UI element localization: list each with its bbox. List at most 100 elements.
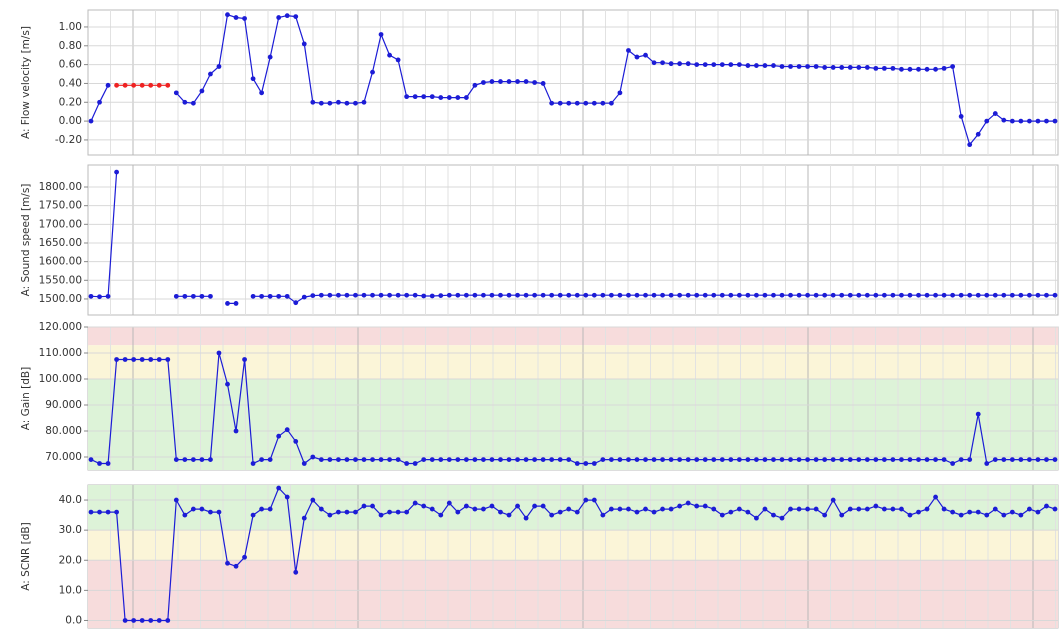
data-point xyxy=(711,62,717,68)
data-point xyxy=(924,292,930,298)
data-point xyxy=(549,457,555,462)
data-point xyxy=(523,457,529,462)
data-point xyxy=(429,457,435,462)
y-tick-label: 0.80 xyxy=(59,40,82,52)
data-point xyxy=(540,457,546,462)
data-point xyxy=(677,61,683,67)
data-point xyxy=(958,512,964,518)
data-point xyxy=(583,497,589,503)
data-point xyxy=(694,62,700,68)
data-point xyxy=(455,457,461,462)
data-point xyxy=(472,457,478,462)
data-point xyxy=(685,292,691,298)
data-point xyxy=(105,509,111,515)
data-point xyxy=(532,292,538,298)
data-point xyxy=(1035,457,1041,462)
data-point xyxy=(736,457,742,462)
data-point xyxy=(1035,118,1041,124)
data-point xyxy=(370,457,375,462)
data-point xyxy=(395,292,401,298)
data-point xyxy=(540,503,546,509)
data-point xyxy=(472,506,478,512)
data-point xyxy=(958,457,964,462)
y-tick-label: 10.0 xyxy=(59,584,82,596)
data-point xyxy=(549,292,555,298)
data-point xyxy=(540,81,546,86)
data-point xyxy=(88,293,94,299)
data-point xyxy=(830,65,836,70)
y-axis-label: A: Flow velocity [m/s] xyxy=(20,26,32,139)
data-point xyxy=(267,54,273,60)
data-point xyxy=(617,457,623,462)
panel: 1500.00 1550.00 1600.00 1650.00 1700.00 1750.… xyxy=(20,164,1059,316)
data-point xyxy=(651,292,657,298)
data-point xyxy=(634,292,640,298)
data-point xyxy=(1027,118,1032,124)
data-point xyxy=(463,292,469,298)
data-point xyxy=(455,292,461,298)
data-point xyxy=(378,32,384,37)
data-point xyxy=(864,292,870,298)
data-point xyxy=(284,13,290,19)
data-point xyxy=(566,506,572,512)
data-point xyxy=(1044,503,1049,509)
y-tick-label: 0.00 xyxy=(59,115,82,127)
y-axis-label: A: Gain [dB] xyxy=(20,367,32,430)
y-tick-label: 1500.00 xyxy=(39,293,82,305)
data-point xyxy=(796,64,802,69)
data-point xyxy=(438,293,444,298)
band xyxy=(88,530,1058,561)
data-point xyxy=(259,506,265,512)
data-point xyxy=(984,292,990,298)
data-point xyxy=(984,512,990,518)
data-point xyxy=(668,457,674,462)
data-point xyxy=(182,457,188,462)
data-point xyxy=(404,461,410,466)
data-point xyxy=(344,292,350,298)
data-point xyxy=(225,560,230,566)
data-point xyxy=(318,100,324,106)
data-point xyxy=(395,57,401,63)
band xyxy=(88,327,1058,346)
data-point xyxy=(378,457,384,462)
data-point xyxy=(685,61,691,67)
data-point xyxy=(242,357,247,362)
y-tick-label: 90.000 xyxy=(45,399,82,411)
data-point xyxy=(173,457,179,462)
data-point xyxy=(702,62,708,68)
data-point xyxy=(481,292,486,298)
data-point xyxy=(190,506,196,512)
data-point xyxy=(1009,457,1015,462)
data-point xyxy=(250,293,256,299)
data-point xyxy=(600,100,606,106)
data-point xyxy=(148,357,154,362)
data-point xyxy=(941,457,947,462)
data-point xyxy=(438,512,444,518)
data-point xyxy=(97,461,102,466)
data-point xyxy=(557,100,563,106)
data-point xyxy=(242,554,247,560)
data-point xyxy=(1035,509,1041,515)
data-point xyxy=(881,457,887,462)
band xyxy=(88,485,1058,531)
data-point xyxy=(353,100,358,106)
data-point xyxy=(429,94,435,100)
y-tick-label: 0.40 xyxy=(59,77,82,89)
data-point xyxy=(199,88,205,94)
data-point xyxy=(1001,512,1007,518)
data-point xyxy=(515,457,520,462)
y-tick-label: 1.00 xyxy=(59,21,82,33)
panel: 0.0 10.0 20.0 30.0 40.0 A: SCNR [dB] xyxy=(20,484,1059,629)
data-point xyxy=(933,494,938,500)
data-point xyxy=(455,95,461,100)
data-point xyxy=(267,293,273,299)
data-point xyxy=(1018,292,1024,298)
data-point xyxy=(574,461,580,466)
data-point xyxy=(481,457,486,462)
data-point xyxy=(736,506,742,512)
data-point xyxy=(608,457,614,462)
data-point xyxy=(685,457,691,462)
data-point xyxy=(438,457,444,462)
data-point xyxy=(950,292,956,298)
data-point xyxy=(489,292,495,298)
